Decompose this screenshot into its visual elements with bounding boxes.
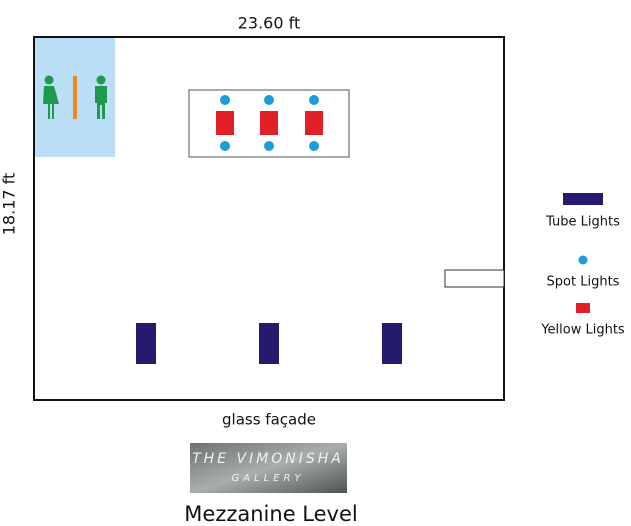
logo-line1: THE VIMONISHA	[192, 451, 344, 467]
restroom-divider	[73, 76, 77, 119]
width-label: 23.60 ft	[238, 14, 301, 33]
legend-label: Yellow Lights	[540, 323, 625, 338]
legend-spot-swatch	[578, 255, 588, 265]
logo-line2: GALLERY	[231, 473, 304, 484]
table-lights	[216, 95, 323, 151]
legend-yellow-swatch	[576, 303, 590, 313]
facade-label: glass façade	[222, 411, 316, 429]
legend-label: Tube Lights	[545, 215, 620, 230]
tube-lights	[136, 323, 402, 364]
legend-label: Spot Lights	[547, 275, 620, 290]
legend-tube-swatch	[563, 193, 603, 205]
level-title: Mezzanine Level	[184, 502, 357, 526]
restroom-icons	[43, 75, 107, 119]
height-label: 18.17 ft	[0, 173, 19, 236]
side-door	[444, 269, 505, 288]
logo	[190, 443, 347, 493]
